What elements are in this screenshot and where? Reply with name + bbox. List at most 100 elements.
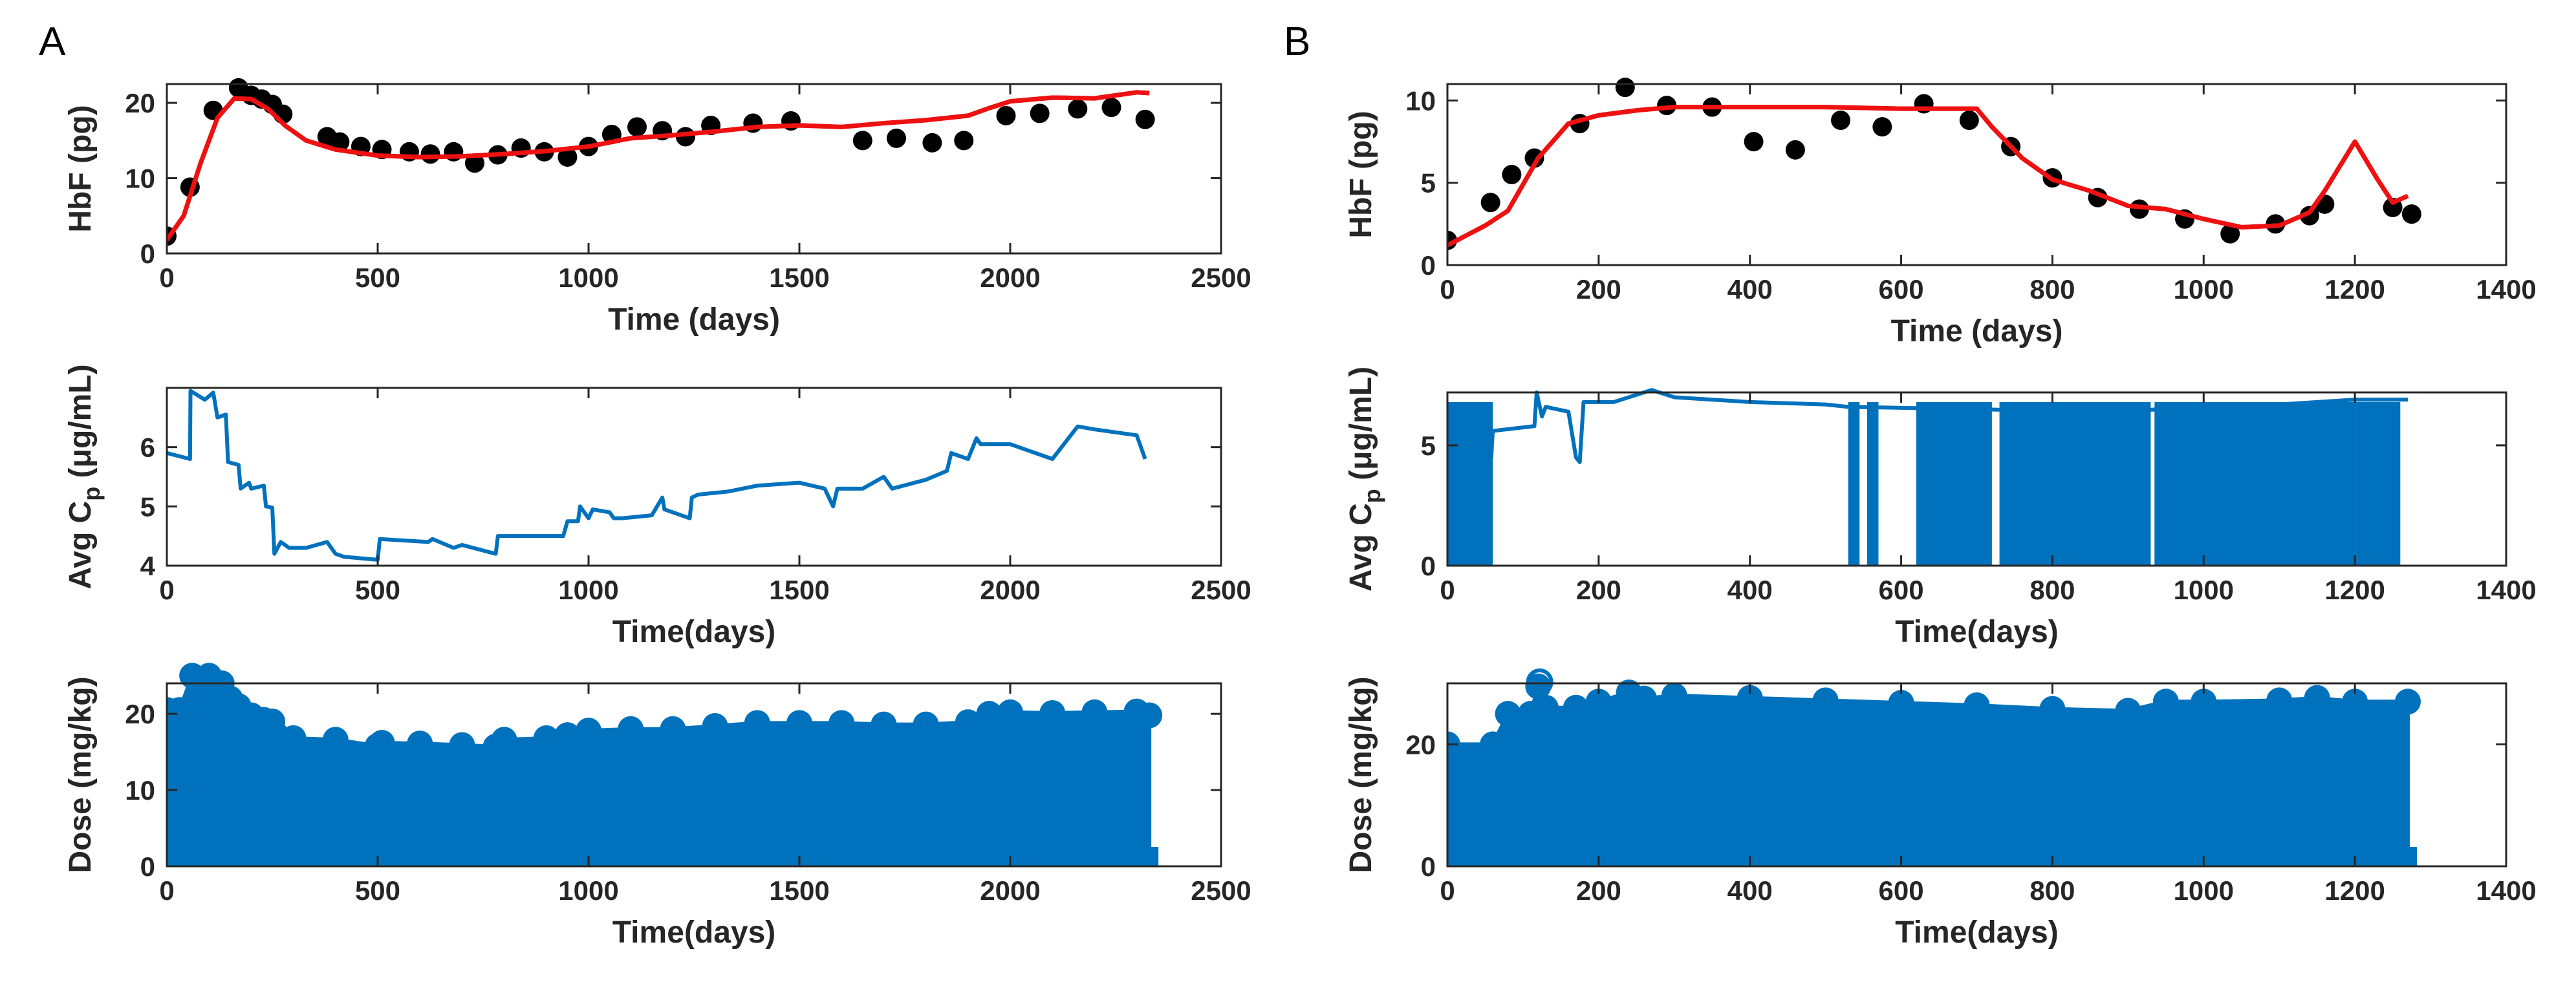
x-tick-label: 1000 [558,875,618,906]
observed-point [2401,204,2421,224]
y-axis-label: HbF (pg) [1344,111,1378,238]
x-tick-label: 1500 [769,262,829,293]
dose-marker [2115,698,2141,724]
dose-open-marker [1865,851,1892,866]
x-tick-label: 1000 [2174,274,2234,304]
x-tick-label: 0 [1440,575,1455,605]
dose-marker [1039,699,1066,726]
cp-zero-band [1867,401,1879,566]
x-tick-label: 1000 [2174,575,2234,605]
axes-frame [166,83,1222,255]
observed-point [557,147,578,167]
observed-point [1831,111,1851,130]
dose-marker [1631,685,1658,712]
dose-marker [2342,689,2368,715]
dose-marker [618,716,644,742]
avg-cp-plot-b: 0 200 400 600 800 1000 1200 1400 0 5 Time(days) Avg… [1344,367,2537,649]
dose-marker [1585,689,1612,715]
x-tick-label: 400 [1727,274,1773,304]
axes-frame [1446,83,2507,266]
axes-frame [166,682,1222,868]
x-axis-label: Time(days) [612,915,776,950]
dose-marker [828,710,855,736]
axes-frame [1446,682,2507,868]
observed-point [1524,148,1544,168]
y-tick-label: 0 [1421,851,1436,882]
y-axis-label: Dose (mg/kg) [1344,676,1378,873]
x-tick-label: 600 [1879,274,1924,304]
plot-area [167,389,1147,562]
y-axis-label: Avg Cp (μg/mL) [1344,367,1385,592]
y-axis-label: Avg Cp (μg/mL) [63,364,105,589]
observed-point [1872,117,1892,137]
y-tick-label: 10 [125,775,155,806]
hbf-plot-b: 0 200 400 600 800 1000 1200 1400 0 5 10 Time (days)… [1344,78,2537,348]
dose-plot-b: 0 200 400 600 800 1000 1200 1400 0 20 Time(days) Do… [1344,668,2537,950]
dose-plot-a: 0 500 1000 1500 2000 2500 0 10 20 Time(days) Dose … [63,663,1251,950]
dose-marker [491,727,517,753]
dose-marker [322,727,349,753]
x-tick-label: 500 [355,575,400,605]
x-tick-label: 1000 [558,575,618,605]
dose-marker [997,699,1023,725]
dose-stem-area [1447,679,2410,866]
x-tick-label: 800 [2029,274,2075,304]
x-tick-label: 2000 [980,875,1040,906]
x-tick-label: 2500 [1191,875,1251,906]
observed-point [1068,99,1088,119]
dose-marker [1737,685,1763,711]
axes-frame [166,387,1222,567]
plot-area [167,663,1163,866]
x-tick-label: 500 [355,262,400,293]
x-tick-label: 0 [159,875,174,906]
dose-marker [913,711,939,738]
avg-cp-plot-a: 0 500 1000 1500 2000 2500 4 5 6 Time(days) Avg Cp … [63,364,1251,649]
x-tick-label: 1000 [558,262,618,293]
x-tick-label: 1400 [2476,274,2536,304]
x-tick-label: 1200 [2324,575,2385,605]
observed-point [420,144,440,164]
dose-marker [1480,731,1506,758]
dose-marker [369,729,395,756]
dose-marker [1964,692,1990,718]
y-tick-label: 0 [1421,551,1436,581]
cp-zero-band [2355,401,2401,566]
cp-zero-band [1916,401,1992,566]
dose-marker [554,722,581,749]
model-line [1447,105,2409,248]
x-tick-label: 600 [1879,575,1924,605]
x-tick-label: 1400 [2476,575,2536,605]
y-axis-label: HbF (pg) [63,105,98,232]
dose-marker [871,711,897,738]
plot-area [1447,78,2421,250]
dose-marker [1563,694,1589,721]
dose-marker [702,713,728,740]
x-tick-label: 1500 [769,575,829,605]
dose-marker [167,697,193,723]
x-tick-label: 200 [1576,875,1621,906]
y-tick-label: 0 [1421,250,1436,281]
dose-marker [576,718,601,744]
plot-area [1447,388,2408,566]
dose-marker [2039,696,2066,722]
panel-label-a: A [39,19,66,64]
cp-zero-band [1999,401,2151,566]
x-tick-label: 0 [159,262,174,293]
avg-cp-line [1447,388,2408,464]
x-tick-label: 600 [1879,875,1924,906]
observed-point [627,117,647,137]
plot-area [1447,668,2421,866]
observed-point [330,132,350,152]
y-tick-label: 10 [125,164,155,194]
dose-marker [533,725,559,751]
x-tick-label: 0 [159,575,174,605]
x-tick-label: 1000 [2174,875,2234,906]
dose-marker [660,716,686,742]
observed-point [1135,109,1155,129]
y-tick-label: 5 [1421,168,1436,198]
observed-point [1785,140,1805,160]
dose-marker [1136,702,1163,729]
observed-point [852,131,872,151]
model-line [167,90,1150,242]
